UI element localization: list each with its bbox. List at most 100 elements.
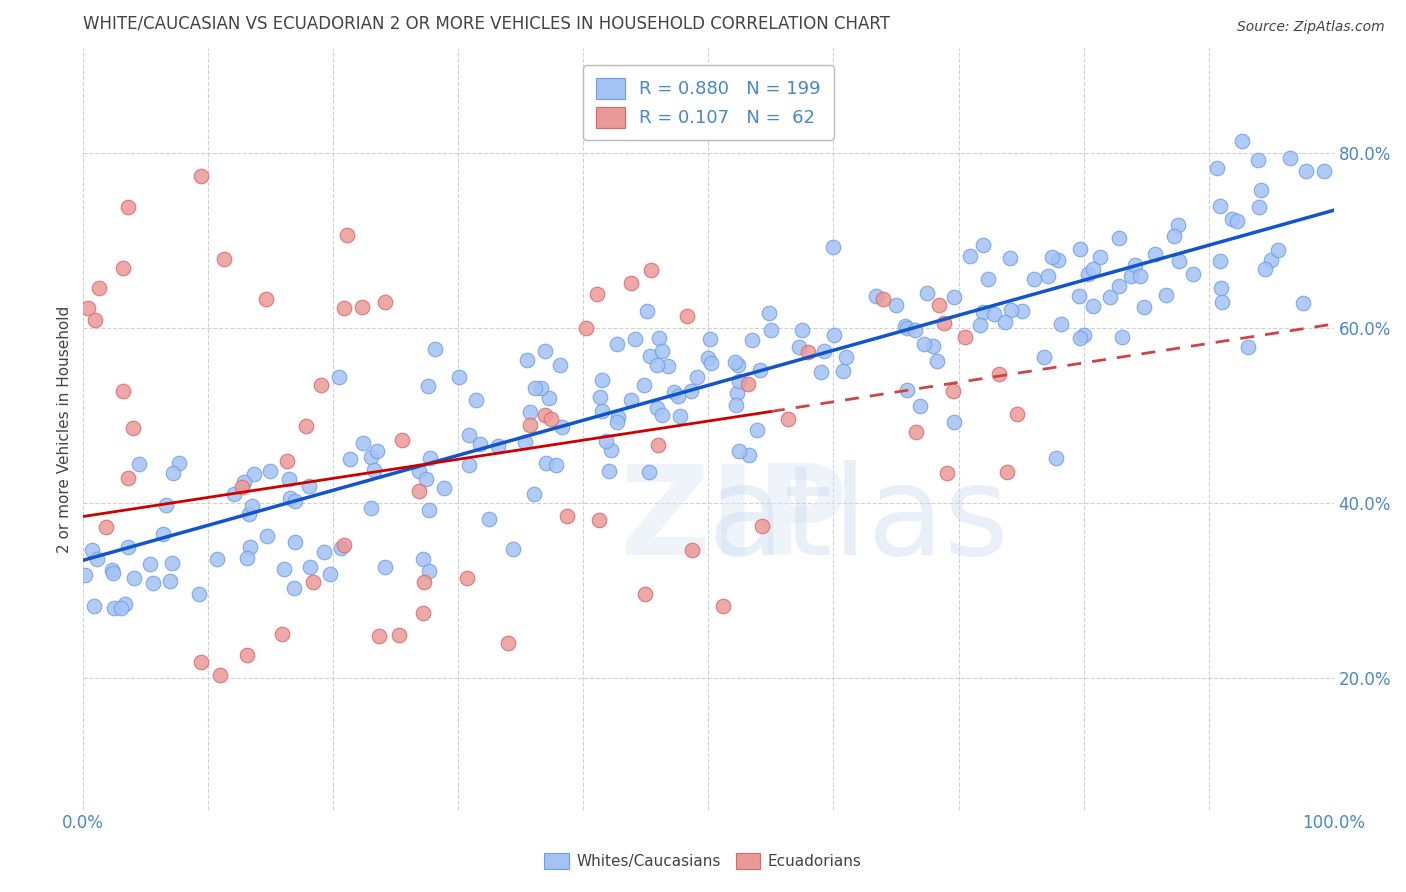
Point xyxy=(994,314,1017,328)
Point xyxy=(662,385,685,400)
Point xyxy=(534,408,557,422)
Point xyxy=(969,318,991,332)
Point xyxy=(82,543,104,558)
Point xyxy=(634,587,657,601)
Point xyxy=(110,601,132,615)
Point xyxy=(1260,252,1282,267)
Point xyxy=(418,379,440,393)
Point xyxy=(591,373,613,387)
Point xyxy=(86,552,108,566)
Point xyxy=(725,385,748,400)
Point xyxy=(1254,261,1277,276)
Point xyxy=(456,570,478,584)
Point xyxy=(1209,253,1232,268)
Point xyxy=(959,249,981,263)
Point xyxy=(339,451,361,466)
Point xyxy=(231,480,253,494)
Point xyxy=(896,321,918,335)
Point xyxy=(1226,214,1249,228)
Point xyxy=(1073,328,1095,343)
Point xyxy=(391,433,413,447)
Point xyxy=(955,330,977,344)
Point xyxy=(1291,295,1313,310)
Point xyxy=(537,391,560,405)
Point xyxy=(103,601,125,615)
Point xyxy=(620,393,643,408)
Point xyxy=(513,434,536,449)
Point xyxy=(796,344,818,359)
Point xyxy=(84,313,107,327)
Point xyxy=(912,337,935,351)
Point xyxy=(1083,299,1105,313)
Point xyxy=(128,457,150,471)
Point xyxy=(232,475,254,489)
Point xyxy=(284,494,307,508)
Point xyxy=(1040,250,1063,264)
Text: ZIP: ZIP xyxy=(619,459,848,581)
Point xyxy=(328,370,350,384)
Point xyxy=(524,381,547,395)
Point xyxy=(519,404,541,418)
Point xyxy=(162,556,184,570)
Point xyxy=(865,289,887,303)
Point xyxy=(1050,317,1073,331)
Point xyxy=(905,425,928,439)
Point xyxy=(278,491,301,505)
Point xyxy=(1267,243,1289,257)
Point xyxy=(238,508,260,522)
Point xyxy=(117,200,139,214)
Point xyxy=(432,481,454,495)
Point xyxy=(725,398,748,412)
Point xyxy=(302,574,325,589)
Point xyxy=(333,538,356,552)
Point xyxy=(1220,212,1243,227)
Point xyxy=(190,656,212,670)
Point xyxy=(697,351,720,366)
Point xyxy=(588,513,610,527)
Point xyxy=(360,450,382,465)
Point xyxy=(142,576,165,591)
Point xyxy=(728,374,751,388)
Point xyxy=(657,359,679,373)
Point xyxy=(727,358,749,372)
Point xyxy=(1211,295,1233,310)
Point xyxy=(1313,163,1336,178)
Point xyxy=(117,470,139,484)
Point xyxy=(737,377,759,392)
Point xyxy=(224,486,246,500)
Point xyxy=(1156,288,1178,302)
Point xyxy=(894,318,917,333)
Point xyxy=(638,349,661,363)
Point xyxy=(239,540,262,554)
Point xyxy=(633,377,655,392)
Point xyxy=(294,419,316,434)
Point xyxy=(75,568,97,582)
Point xyxy=(872,292,894,306)
Point xyxy=(1181,267,1204,281)
Point xyxy=(1209,198,1232,212)
Point xyxy=(606,415,628,429)
Point xyxy=(605,337,627,351)
Point xyxy=(319,566,342,581)
Point xyxy=(1005,407,1028,421)
Point xyxy=(534,343,557,358)
Point xyxy=(415,472,437,486)
Point xyxy=(236,648,259,662)
Point xyxy=(936,466,959,480)
Point xyxy=(988,367,1011,381)
Point xyxy=(530,381,553,395)
Point xyxy=(360,501,382,516)
Point xyxy=(550,419,572,434)
Point xyxy=(728,444,751,458)
Point xyxy=(1069,242,1091,256)
Point xyxy=(408,464,430,478)
Point xyxy=(138,557,160,571)
Point xyxy=(447,370,470,384)
Point xyxy=(516,353,538,368)
Point xyxy=(273,562,295,576)
Point xyxy=(523,487,546,501)
Point xyxy=(425,342,447,356)
Point xyxy=(374,294,396,309)
Point xyxy=(155,498,177,512)
Point xyxy=(651,408,673,422)
